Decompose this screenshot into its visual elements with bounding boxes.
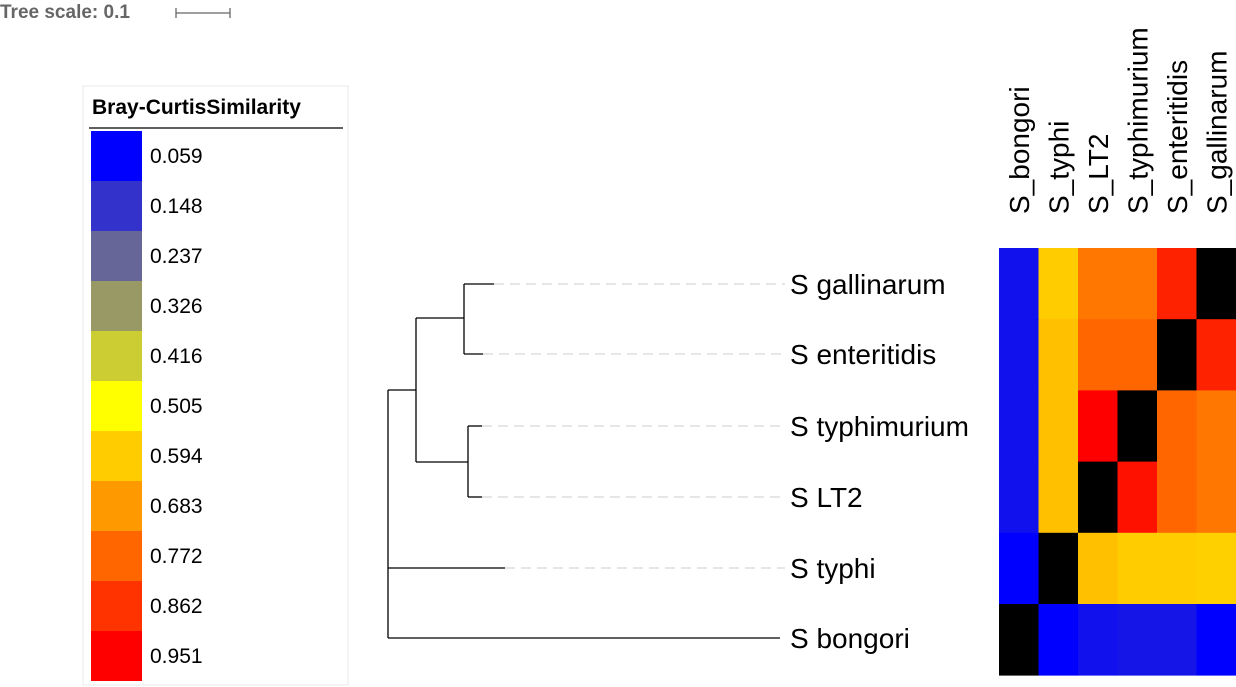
legend-label: 0.148 xyxy=(150,195,203,218)
heatmap-cell xyxy=(1117,319,1158,391)
legend-swatch xyxy=(91,431,142,481)
heatmap-cell xyxy=(1038,604,1079,676)
heatmap-cell xyxy=(1038,532,1079,605)
legend-label: 0.416 xyxy=(150,345,203,368)
legend-swatch xyxy=(91,131,142,181)
heatmap-cell xyxy=(1117,248,1158,320)
legend-label: 0.683 xyxy=(150,495,203,518)
heatmap-cell xyxy=(999,319,1039,391)
legend-swatch xyxy=(91,631,142,681)
heatmap-cell xyxy=(1038,319,1079,391)
heatmap-cell xyxy=(1196,604,1236,676)
heatmap-cell xyxy=(1038,248,1079,320)
leaf-label: S typhi xyxy=(790,553,876,584)
heatmap-cell xyxy=(1078,319,1118,391)
legend-swatch xyxy=(91,231,142,281)
leaf-labels: S gallinarum S enteritidis S typhimurium S … xyxy=(790,269,969,654)
phylogenetic-tree xyxy=(387,283,785,639)
leaf-label: S gallinarum xyxy=(790,269,946,300)
tree-scale-bar xyxy=(175,8,231,18)
legend-swatch xyxy=(91,481,142,531)
heatmap-cell xyxy=(1078,248,1118,320)
heatmap-column-label: S_typhi xyxy=(1043,121,1074,214)
leaf-label: S LT2 xyxy=(790,482,863,513)
legend-label: 0.594 xyxy=(150,445,203,468)
heatmap-cell xyxy=(1196,319,1236,391)
heatmap-cell xyxy=(1157,390,1197,462)
heatmap-cell xyxy=(1038,390,1079,462)
tree-scale-label: Tree scale: 0.1 xyxy=(0,2,130,23)
heatmap-cell xyxy=(1196,532,1236,605)
heatmap-cell xyxy=(1117,390,1158,462)
legend-label: 0.059 xyxy=(150,145,203,168)
heatmap-cell xyxy=(999,604,1039,676)
legend-title: Bray-CurtisSimilarity xyxy=(92,96,301,119)
heatmap-cell xyxy=(1157,532,1197,605)
heatmap xyxy=(999,248,1236,676)
heatmap-cell xyxy=(999,461,1039,534)
heatmap-cell xyxy=(999,390,1039,462)
leaf-label: S typhimurium xyxy=(790,411,969,442)
heatmap-cell xyxy=(1078,532,1118,605)
heatmap-cell xyxy=(1078,604,1118,676)
legend-label: 0.772 xyxy=(150,545,203,568)
tree-scale: Tree scale: 0.1 xyxy=(0,2,231,23)
heatmap-column-label: S_LT2 xyxy=(1083,134,1114,214)
legend-swatch xyxy=(91,331,142,381)
leaf-label: S enteritidis xyxy=(790,339,936,370)
legend-swatch xyxy=(91,531,142,581)
legend-swatch xyxy=(91,581,142,631)
heatmap-cell xyxy=(1196,461,1236,534)
heatmap-cell xyxy=(1196,248,1236,320)
legend-entries: 0.059 0.148 0.237 0.326 0.416 0.505 0.594 0.683… xyxy=(91,131,203,681)
heatmap-column-label: S_typhimurium xyxy=(1122,27,1153,214)
legend-label: 0.862 xyxy=(150,595,203,618)
heatmap-cell xyxy=(1078,461,1118,534)
heatmap-column-label: S_bongori xyxy=(1004,86,1035,214)
heatmap-cell xyxy=(1117,461,1158,534)
legend-label: 0.951 xyxy=(150,645,203,668)
heatmap-cell xyxy=(1157,461,1197,534)
heatmap-cell xyxy=(999,532,1039,605)
legend-swatch xyxy=(91,281,142,331)
heatmap-cell xyxy=(1078,390,1118,462)
leaf-label: S bongori xyxy=(790,623,910,654)
legend-swatch xyxy=(91,181,142,231)
color-legend: Bray-CurtisSimilarity 0.059 0.148 0.237 0.3… xyxy=(82,85,349,686)
heatmap-cell xyxy=(1157,604,1197,676)
heatmap-cell xyxy=(999,248,1039,320)
legend-label: 0.237 xyxy=(150,245,203,268)
heatmap-cell xyxy=(1117,532,1158,605)
heatmap-cell xyxy=(1157,319,1197,391)
heatmap-column-label: S_enteritidis xyxy=(1162,60,1193,214)
heatmap-cell xyxy=(1117,604,1158,676)
heatmap-column-labels: S_bongori S_typhi S_LT2 S_typhimurium S_ente… xyxy=(1004,27,1233,214)
legend-label: 0.505 xyxy=(150,395,203,418)
legend-swatch xyxy=(91,381,142,431)
heatmap-cell xyxy=(1038,461,1079,534)
heatmap-column-label: S_gallinarum xyxy=(1201,51,1232,214)
heatmap-cell xyxy=(1196,390,1236,462)
heatmap-cell xyxy=(1157,248,1197,320)
legend-label: 0.326 xyxy=(150,295,203,318)
